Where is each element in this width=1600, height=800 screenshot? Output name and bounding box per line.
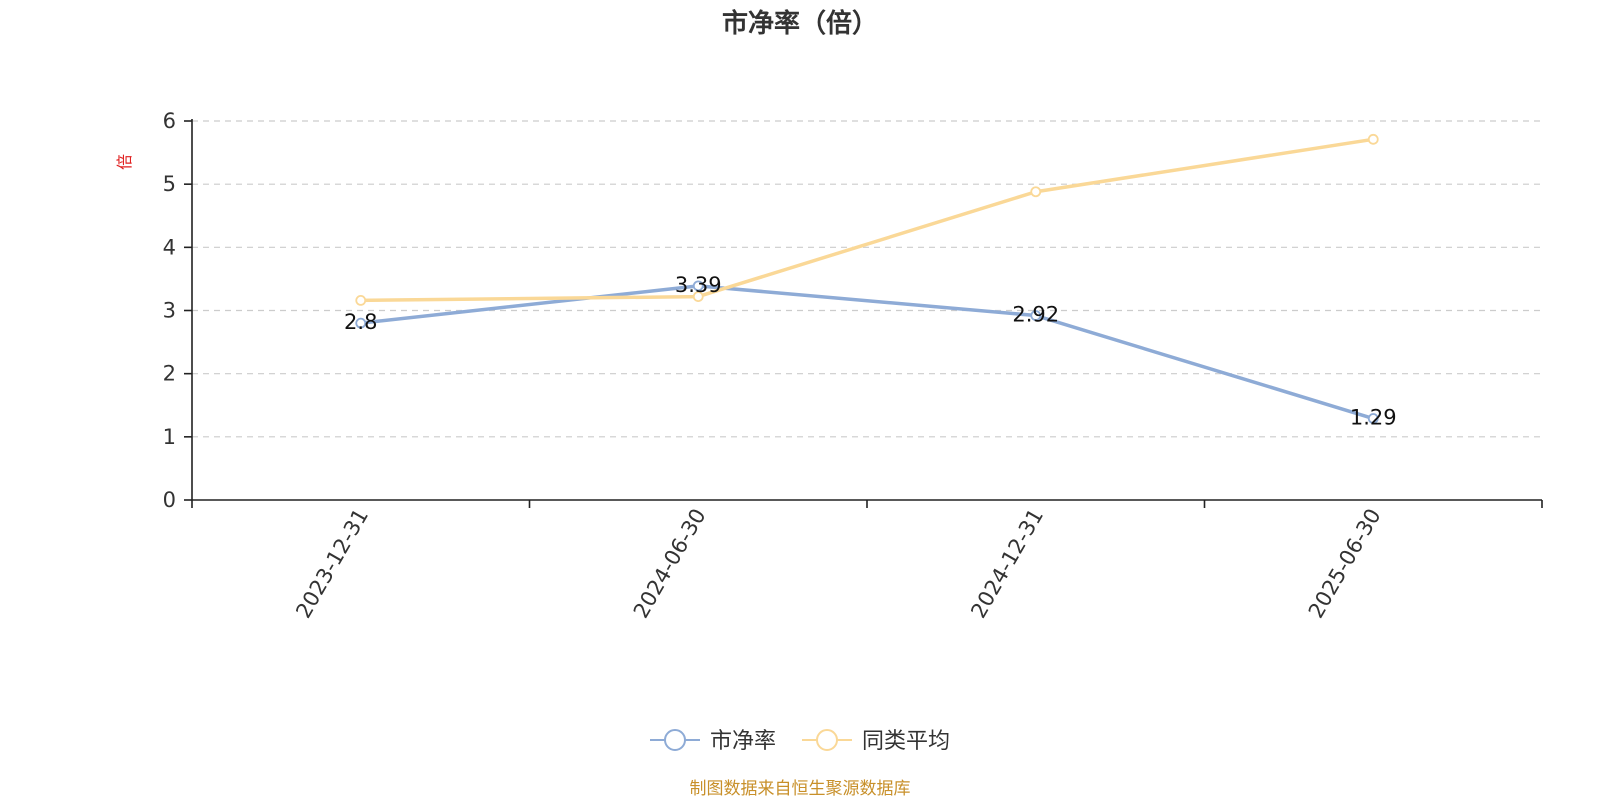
legend-marker-0: [664, 729, 686, 751]
series-line-0: [359, 284, 1375, 421]
chart-title: 市净率（倍）: [722, 8, 878, 39]
series-1-point-0: [355, 294, 367, 306]
data-label-1: 3.39: [675, 273, 722, 297]
y-tick-label-1: 1: [163, 425, 176, 449]
legend-label-0: 市净率: [710, 729, 776, 754]
series-0-point-2: [1030, 310, 1042, 321]
y-tick-label-2: 2: [163, 362, 176, 386]
series-1-point-2: [1030, 186, 1042, 198]
data-source-note: 制图数据来自恒生聚源数据库: [690, 779, 911, 799]
y-tick-label-5: 5: [163, 172, 176, 196]
data-label-0: 2.8: [344, 310, 377, 334]
series-1-point-1: [692, 291, 704, 303]
y-tick-label-0: 0: [163, 488, 176, 512]
series-line-1: [359, 137, 1375, 303]
legend-item-0[interactable]: 市净率: [650, 729, 776, 754]
series-0-point-1: [692, 280, 704, 292]
legend: 市净率 同类平均: [650, 729, 950, 754]
x-tick-label-2: 2024-12-31: [966, 505, 1048, 623]
grid-lines: [192, 120, 1542, 438]
series-0-point-3: [1367, 413, 1379, 424]
y-axis-label: 倍: [115, 154, 134, 170]
data-labels: 2.8 3.39 2.92 1.29: [344, 273, 1397, 430]
y-tick-label-6: 6: [163, 109, 176, 133]
x-tick-label-0: 2023-12-31: [291, 505, 373, 623]
y-tick-label-4: 4: [163, 235, 176, 259]
y-tick-label-3: 3: [163, 299, 176, 323]
data-label-2: 2.92: [1012, 303, 1059, 327]
x-tick-label-1: 2024-06-30: [629, 505, 711, 623]
axes: 0 1 2 3 4 5 6 2023-12-31 2024-06-30 2024-12-31 202…: [163, 109, 1543, 623]
legend-label-1: 同类平均: [862, 729, 950, 754]
series-1-point-3: [1367, 133, 1379, 145]
series-lines: [355, 133, 1379, 424]
series-0-point-0: [355, 317, 367, 329]
x-tick-label-3: 2025-06-30: [1304, 505, 1386, 623]
legend-item-1[interactable]: 同类平均: [802, 729, 950, 754]
data-label-3: 1.29: [1350, 406, 1397, 430]
legend-marker-1: [816, 729, 838, 751]
